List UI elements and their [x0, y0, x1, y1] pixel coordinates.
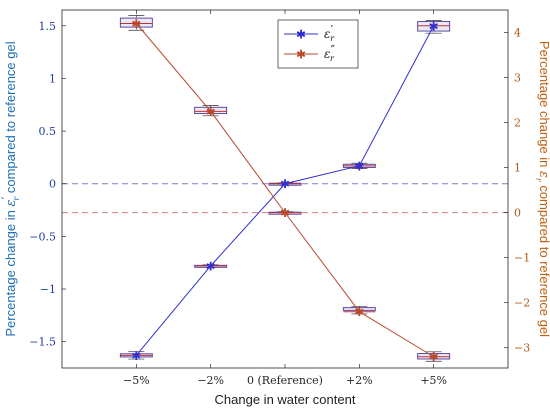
data-point: ✱	[354, 159, 364, 173]
x-tick-label: +2%	[346, 374, 373, 387]
y-left-label-mark: ′	[0, 197, 15, 200]
y-right-tick-label: 2	[514, 117, 521, 130]
y-right-label-suffix: compared to reference gel	[537, 182, 550, 337]
series-line	[135, 23, 434, 358]
y-left-tick-label: 0	[49, 178, 56, 191]
series-line	[135, 25, 435, 356]
y-left-label-suffix: compared to reference gel	[3, 41, 18, 196]
legend-eps-double-prime-symbol: ε	[324, 47, 330, 61]
series-1: ✱ ✱ ✱ ✱ ✱	[119, 15, 451, 364]
y-right-tick-label: −1	[514, 252, 530, 265]
x-tick-label: −2%	[197, 374, 224, 387]
box-body	[119, 17, 153, 28]
legend: ✱ ε′ r ✱ ε″ r	[277, 19, 359, 69]
legend-eps-prime-sub: r	[330, 34, 335, 43]
y-right-tick-label: −2	[514, 297, 530, 310]
legend-eps-prime-symbol: ε	[324, 27, 330, 41]
box-body	[342, 307, 376, 311]
legend-eps-prime-mark: ′	[330, 23, 333, 37]
y-left-label-sub: r	[12, 196, 21, 201]
y-left-tick-label: −1.5	[29, 336, 56, 349]
y-right-tick-label: 1	[514, 162, 521, 175]
legend-marker-eps-prime: ✱	[296, 28, 306, 42]
y-right-tick-label: 0	[514, 207, 521, 220]
legend-eps-double-prime-sub: r	[330, 54, 335, 63]
data-point: ✱	[131, 17, 141, 31]
y-left-label-symbol: ε	[4, 200, 19, 207]
y-left-tick-label: −0.5	[29, 230, 56, 243]
y-right-label-symbol: ε	[536, 171, 550, 178]
data-point: ✱	[206, 105, 216, 119]
legend-marker-eps-double-prime: ✱	[296, 48, 306, 62]
data-point: ✱	[429, 19, 439, 33]
y-right-label-mark: ″	[540, 178, 550, 183]
y-left-tick-label: 1.5	[39, 20, 57, 33]
y-left-tick-label: 1	[49, 72, 56, 85]
data-point: ✱	[280, 177, 290, 191]
y-left-tick-label: −1	[40, 283, 56, 296]
y-right-tick-label: 3	[514, 72, 521, 85]
y-left-axis-label: Percentage change in ε′r compared to ref…	[0, 41, 21, 336]
y-right-label-prefix: Percentage change in	[537, 41, 550, 171]
x-tick-label: 0 (Reference)	[247, 374, 323, 387]
y-right-label-sub: r	[534, 178, 543, 183]
legend-label-eps-prime: ε′ r	[324, 23, 335, 43]
data-point: ✱	[131, 349, 141, 363]
legend-box	[277, 19, 359, 69]
x-tick-label: +5%	[420, 374, 447, 387]
data-point: ✱	[354, 305, 364, 319]
legend-label-eps-double-prime: ε″ r	[324, 43, 335, 63]
data-point: ✱	[280, 206, 290, 220]
y-left-tick-label: 0.5	[39, 125, 57, 138]
x-axis-label: Change in water content	[215, 392, 356, 407]
y-right-tick-label: 4	[514, 27, 521, 40]
series-0: ✱ ✱ ✱ ✱ ✱	[119, 19, 451, 363]
data-point: ✱	[206, 259, 216, 273]
x-tick-label: −5%	[123, 374, 150, 387]
y-left-label-prefix: Percentage change in	[3, 207, 18, 337]
data-point: ✱	[429, 350, 439, 364]
y-right-tick-label: −3	[514, 342, 530, 355]
box-body	[194, 106, 228, 115]
y-right-axis-label: Percentage change in ε″r compared to ref…	[534, 41, 550, 337]
legend-eps-double-prime-mark: ″	[330, 43, 335, 57]
